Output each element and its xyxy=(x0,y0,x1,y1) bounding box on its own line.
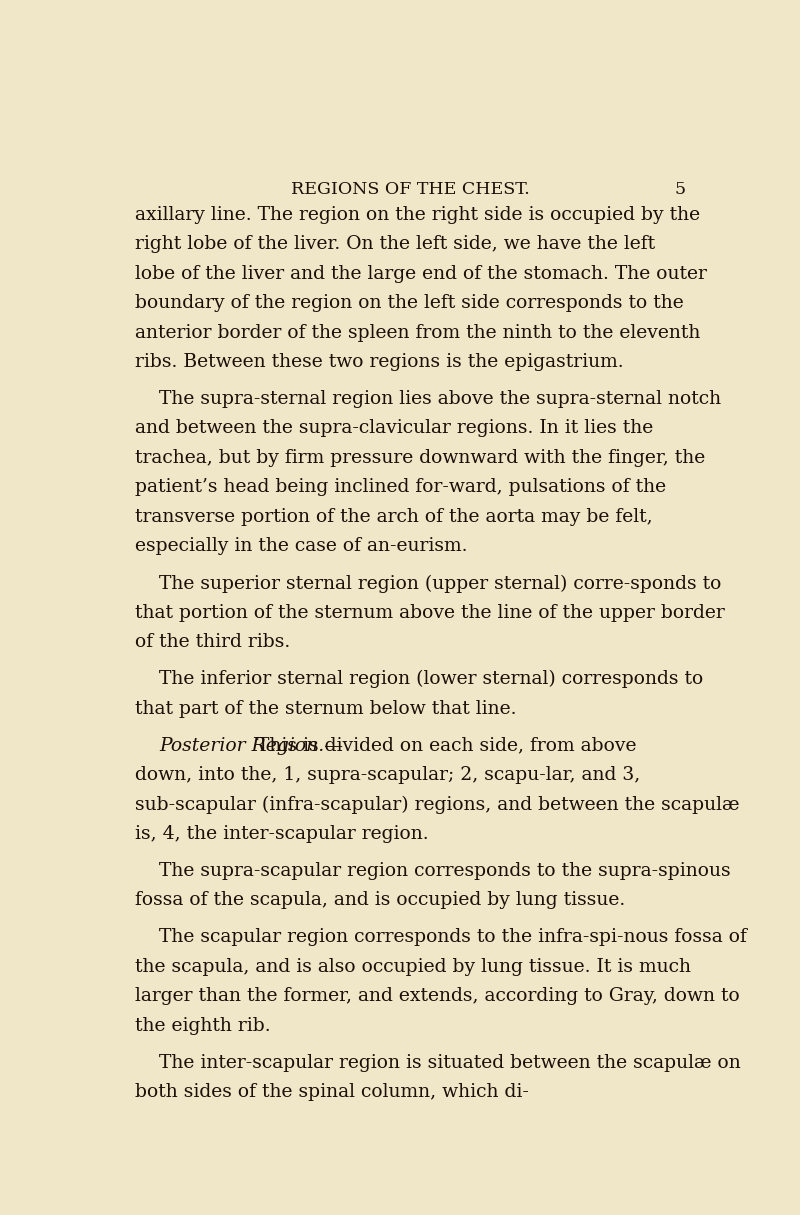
Text: The supra-sternal region lies above the supra-sternal notch: The supra-sternal region lies above the … xyxy=(159,390,721,408)
Text: the eighth rib.: the eighth rib. xyxy=(135,1017,271,1035)
Text: the scapula, and is also occupied by lung tissue. It is much: the scapula, and is also occupied by lun… xyxy=(135,957,691,976)
Text: patient’s head being inclined for-ward, pulsations of the: patient’s head being inclined for-ward, … xyxy=(135,479,666,497)
Text: larger than the former, and extends, according to Gray, down to: larger than the former, and extends, acc… xyxy=(135,988,740,1005)
Text: sub-scapular (infra-scapular) regions, and between the scapulæ: sub-scapular (infra-scapular) regions, a… xyxy=(135,796,740,814)
Text: The supra-scapular region corresponds to the supra-spinous: The supra-scapular region corresponds to… xyxy=(159,861,730,880)
Text: The inferior sternal region (lower sternal) corresponds to: The inferior sternal region (lower stern… xyxy=(159,671,703,689)
Text: This is divided on each side, from above: This is divided on each side, from above xyxy=(257,736,637,755)
Text: trachea, but by firm pressure downward with the finger, the: trachea, but by firm pressure downward w… xyxy=(135,448,706,467)
Text: is, 4, the inter-scapular region.: is, 4, the inter-scapular region. xyxy=(135,825,429,843)
Text: especially in the case of an-eurism.: especially in the case of an-eurism. xyxy=(135,537,468,555)
Text: that part of the sternum below that line.: that part of the sternum below that line… xyxy=(135,700,517,718)
Text: right lobe of the liver. On the left side, we have the left: right lobe of the liver. On the left sid… xyxy=(135,236,655,253)
Text: Posterior Region.—: Posterior Region.— xyxy=(159,736,343,755)
Text: lobe of the liver and the large end of the stomach. The outer: lobe of the liver and the large end of t… xyxy=(135,265,707,283)
Text: down, into the, 1, supra-scapular; 2, scapu-lar, and 3,: down, into the, 1, supra-scapular; 2, sc… xyxy=(135,767,641,784)
Text: REGIONS OF THE CHEST.: REGIONS OF THE CHEST. xyxy=(290,181,530,198)
Text: The scapular region corresponds to the infra-spi-nous fossa of: The scapular region corresponds to the i… xyxy=(159,928,746,946)
Text: 5: 5 xyxy=(674,181,686,198)
Text: that portion of the sternum above the line of the upper border: that portion of the sternum above the li… xyxy=(135,604,725,622)
Text: of the third ribs.: of the third ribs. xyxy=(135,633,290,651)
Text: transverse portion of the arch of the aorta may be felt,: transverse portion of the arch of the ao… xyxy=(135,508,653,526)
Text: fossa of the scapula, and is occupied by lung tissue.: fossa of the scapula, and is occupied by… xyxy=(135,892,626,910)
Text: anterior border of the spleen from the ninth to the eleventh: anterior border of the spleen from the n… xyxy=(135,323,701,341)
Text: boundary of the region on the left side corresponds to the: boundary of the region on the left side … xyxy=(135,294,684,312)
Text: The superior sternal region (upper sternal) corre-sponds to: The superior sternal region (upper stern… xyxy=(159,575,722,593)
Text: The inter-scapular region is situated between the scapulæ on: The inter-scapular region is situated be… xyxy=(159,1053,741,1072)
Text: ribs. Between these two regions is the epigastrium.: ribs. Between these two regions is the e… xyxy=(135,354,624,371)
Text: both sides of the spinal column, which di-: both sides of the spinal column, which d… xyxy=(135,1084,530,1101)
Text: axillary line. The region on the right side is occupied by the: axillary line. The region on the right s… xyxy=(135,205,701,224)
Text: and between the supra-clavicular regions. In it lies the: and between the supra-clavicular regions… xyxy=(135,419,654,437)
